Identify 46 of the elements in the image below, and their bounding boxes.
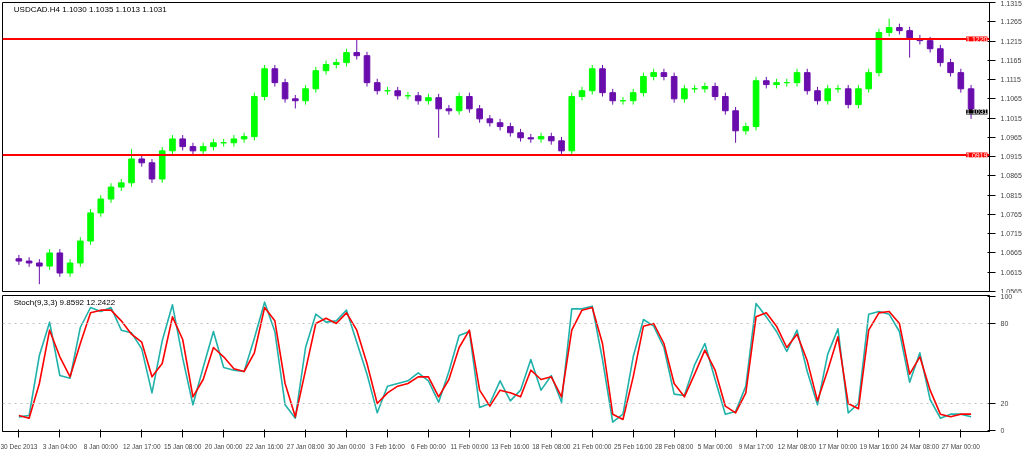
candlestick xyxy=(466,92,473,114)
candlestick xyxy=(578,86,586,101)
candlestick xyxy=(36,258,43,285)
candlestick xyxy=(15,254,23,266)
candlestick xyxy=(906,26,913,59)
candlestick xyxy=(281,78,289,104)
candlestick xyxy=(803,68,811,96)
candlestick xyxy=(486,114,494,128)
candlestick xyxy=(824,84,832,106)
candlestick xyxy=(25,256,33,268)
candlestick xyxy=(107,182,115,204)
candlestick xyxy=(660,68,668,81)
candlestick xyxy=(844,84,852,109)
chart-title: USDCAD.H4 1.1030 1.1035 1.1013 1.1031 xyxy=(13,4,168,14)
candlestick xyxy=(230,134,238,148)
candlestick xyxy=(855,84,862,109)
candlestick xyxy=(77,236,84,268)
candlestick xyxy=(640,72,647,98)
candlestick xyxy=(558,136,565,157)
candlestick xyxy=(435,93,442,139)
candlestick xyxy=(46,248,53,271)
candlestick xyxy=(670,72,678,104)
chart-title: Stoch(9,3,3) 9.8592 12.2422 xyxy=(13,297,116,307)
candlestick xyxy=(302,84,309,106)
candlestick xyxy=(722,92,729,116)
candlestick xyxy=(599,64,606,98)
candlestick xyxy=(128,148,135,188)
candlestick xyxy=(240,132,248,144)
candlestick xyxy=(496,118,504,131)
candlestick xyxy=(312,66,320,94)
candlestick xyxy=(148,158,156,184)
candlestick xyxy=(445,104,453,116)
candlestick xyxy=(701,82,709,94)
candlestick xyxy=(353,38,361,61)
candlestick xyxy=(537,132,545,144)
candlestick xyxy=(937,44,944,67)
candlestick xyxy=(732,106,739,144)
candlestick xyxy=(455,92,463,116)
candlestick xyxy=(588,64,596,96)
candlestick xyxy=(56,248,64,278)
candlestick xyxy=(169,134,176,156)
candlestick xyxy=(865,68,872,94)
candlestick xyxy=(322,60,330,76)
candlestick xyxy=(957,68,965,94)
candlestick xyxy=(97,194,105,218)
candlestick xyxy=(271,64,279,87)
